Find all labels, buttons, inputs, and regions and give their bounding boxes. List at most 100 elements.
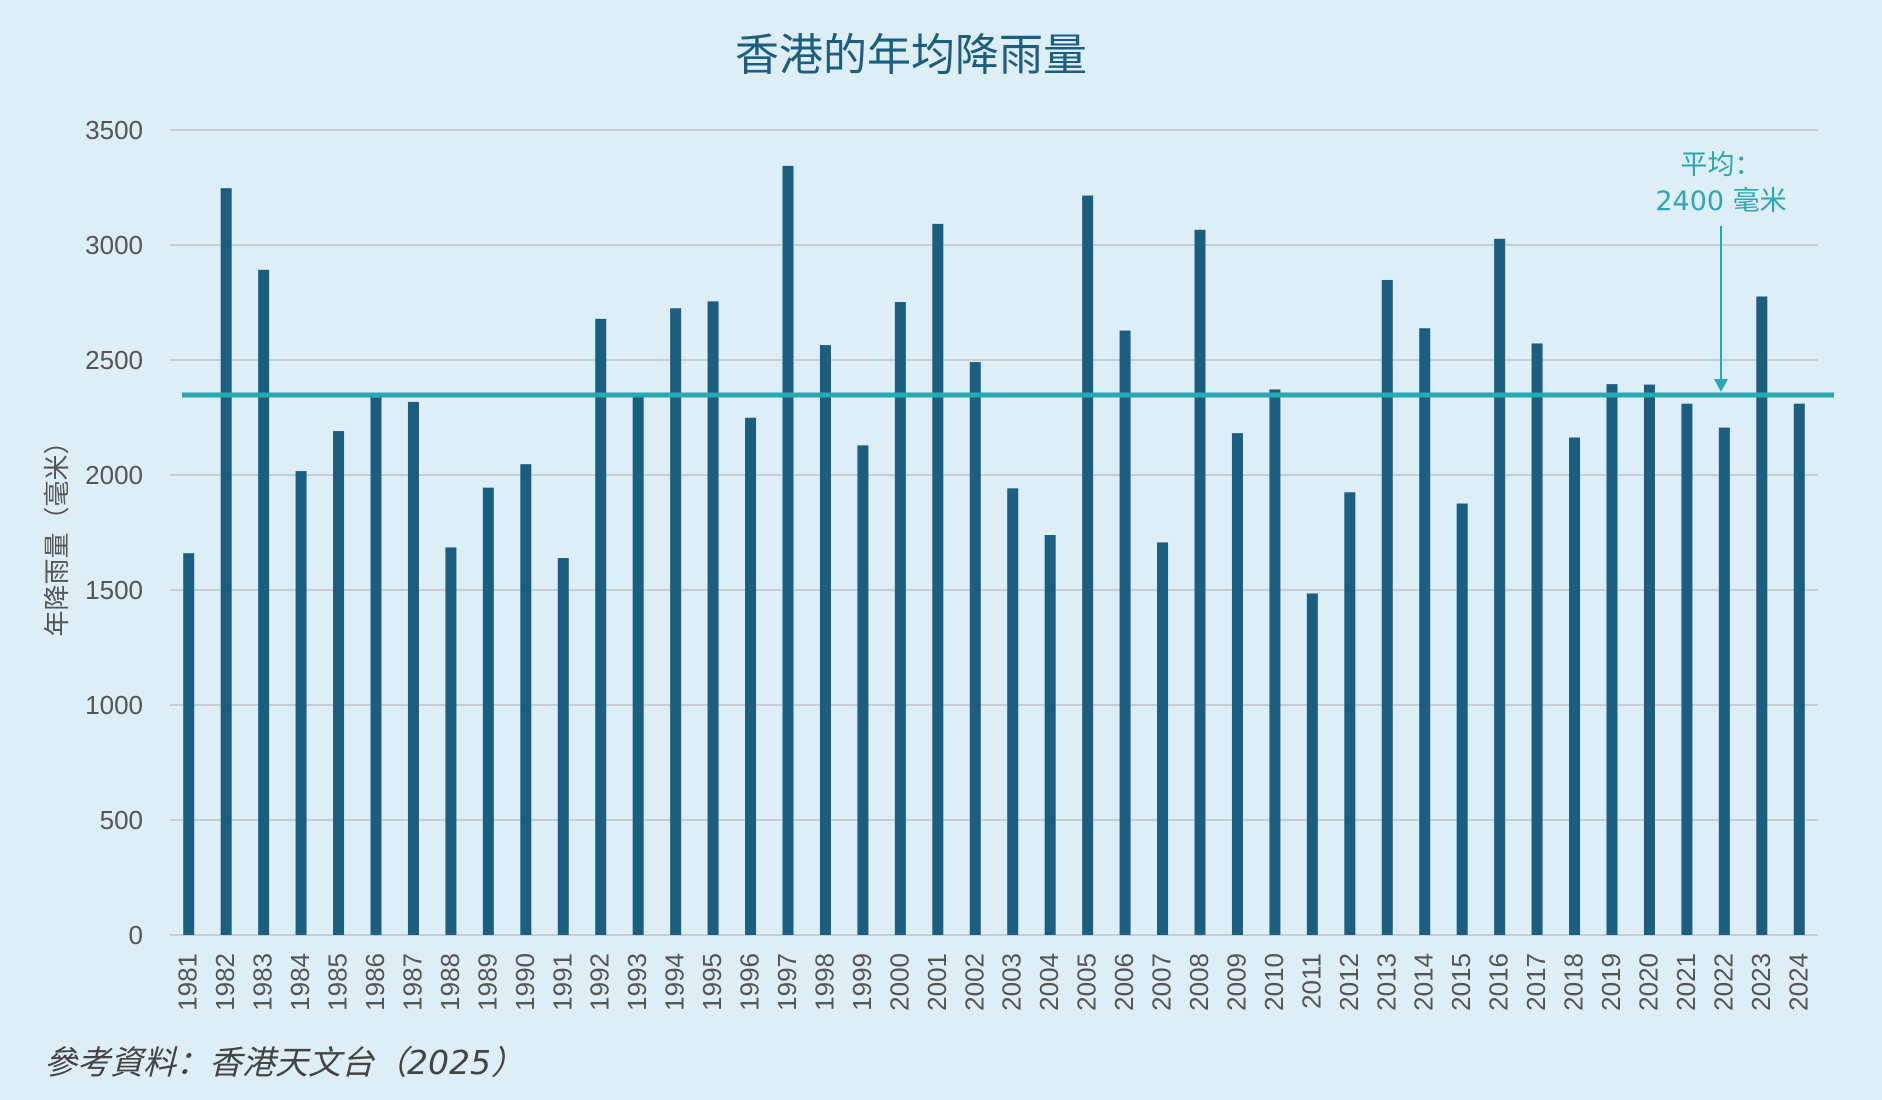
bar-2015 (1456, 503, 1468, 935)
bar-2016 (1494, 238, 1506, 936)
y-tick-label: 2000 (85, 460, 143, 490)
bar-2021 (1681, 403, 1693, 935)
bar-2010 (1269, 389, 1281, 935)
bar-1993 (632, 396, 644, 935)
x-tick-label: 1984 (285, 953, 315, 1011)
bar-2013 (1381, 279, 1393, 936)
bar-2000 (894, 302, 906, 935)
x-tick-label: 1989 (472, 953, 502, 1011)
x-tick-label: 2023 (1746, 953, 1776, 1011)
x-tick-label: 2001 (922, 953, 952, 1011)
bar-2017 (1531, 343, 1543, 935)
bar-2011 (1306, 593, 1318, 935)
y-axis-title: 年降雨量（毫米） (43, 428, 73, 636)
gridlines (170, 129, 1818, 936)
x-tick-label: 2016 (1484, 953, 1514, 1011)
bar-1992 (595, 318, 607, 936)
bar-2008 (1194, 229, 1206, 935)
x-tick-label: 2024 (1783, 953, 1813, 1011)
bar-1983 (258, 269, 270, 936)
bar-2005 (1082, 195, 1094, 936)
x-tick-label: 2012 (1334, 953, 1364, 1011)
bar-2018 (1569, 437, 1581, 935)
x-tick-labels: 1981 1982 1983 1984 1985 1986 1987 1988 1989 1990… (173, 953, 1814, 1011)
y-tick-label: 0 (129, 920, 143, 950)
bar-1982 (220, 188, 232, 935)
average-label-line2: 2400 毫米 (1655, 186, 1786, 217)
x-tick-label: 1990 (510, 953, 540, 1011)
x-tick-label: 1998 (809, 953, 839, 1011)
x-tick-label: 2000 (884, 953, 914, 1011)
average-arrowhead (1714, 379, 1728, 392)
bar-2002 (969, 362, 981, 935)
x-tick-label: 2014 (1409, 953, 1439, 1011)
x-tick-label: 1995 (697, 953, 727, 1011)
bar-1990 (520, 464, 532, 935)
bar-1984 (295, 471, 307, 935)
x-tick-label: 2018 (1559, 953, 1589, 1011)
x-tick-label: 1994 (660, 953, 690, 1011)
x-tick-label: 2015 (1446, 953, 1476, 1011)
bar-2003 (1007, 488, 1019, 935)
bar-2006 (1119, 330, 1131, 935)
x-tick-label: 2013 (1371, 953, 1401, 1011)
bar-2012 (1344, 492, 1356, 935)
bar-2024 (1793, 403, 1805, 935)
x-tick-label: 2006 (1109, 953, 1139, 1011)
bar-1991 (557, 558, 569, 935)
x-tick-label: 1999 (847, 953, 877, 1011)
y-tick-label: 500 (100, 805, 143, 835)
x-tick-label: 1985 (323, 953, 353, 1011)
y-tick-label: 3000 (85, 230, 143, 260)
bar-2020 (1643, 384, 1655, 935)
bar-1998 (819, 345, 831, 935)
x-tick-label: 2019 (1596, 953, 1626, 1011)
source-note: 參考資料：香港天文台（2025） (44, 1043, 524, 1082)
y-tick-labels: 0 500 1000 1500 2000 2500 3000 3500 (85, 115, 143, 950)
bar-1981 (183, 553, 195, 935)
x-tick-label: 2010 (1259, 953, 1289, 1011)
bar-1986 (370, 397, 382, 935)
x-tick-label: 1982 (210, 953, 240, 1011)
average-label-line1: 平均： (1681, 150, 1762, 181)
x-tick-label: 2004 (1034, 953, 1064, 1011)
x-tick-label: 2022 (1708, 953, 1738, 1011)
chart-title: 香港的年均降雨量 (735, 30, 1087, 81)
x-tick-label: 2007 (1147, 953, 1177, 1011)
x-tick-label: 2002 (959, 953, 989, 1011)
x-tick-label: 2021 (1671, 953, 1701, 1011)
x-tick-label: 1997 (772, 953, 802, 1011)
x-tick-label: 1983 (248, 953, 278, 1011)
bar-2023 (1756, 296, 1768, 935)
bar-1987 (407, 401, 419, 935)
bar-2009 (1231, 433, 1243, 935)
bar-1988 (445, 547, 457, 935)
x-tick-label: 2020 (1633, 953, 1663, 1011)
x-tick-label: 1987 (397, 953, 427, 1011)
bar-1989 (482, 487, 494, 935)
x-tick-label: 2017 (1521, 953, 1551, 1011)
x-tick-label: 2009 (1221, 953, 1251, 1011)
bar-1999 (857, 445, 869, 935)
bar-2001 (932, 223, 944, 936)
bar-2019 (1606, 384, 1618, 935)
x-tick-label: 2005 (1072, 953, 1102, 1011)
bar-1997 (782, 165, 794, 935)
y-tick-label: 3500 (85, 115, 143, 145)
y-tick-label: 1500 (85, 575, 143, 605)
x-tick-label: 2011 (1296, 953, 1326, 1009)
bar-2014 (1419, 328, 1431, 935)
x-tick-label: 1988 (435, 953, 465, 1011)
bar-2004 (1044, 535, 1056, 935)
x-tick-label: 2003 (997, 953, 1027, 1011)
bar-2022 (1718, 427, 1730, 935)
bar-1985 (333, 431, 345, 935)
x-tick-label: 1992 (585, 953, 615, 1011)
bar-1994 (670, 308, 682, 935)
x-tick-label: 1991 (547, 953, 577, 1011)
y-tick-label: 2500 (85, 345, 143, 375)
x-tick-label: 1996 (735, 953, 765, 1011)
x-tick-label: 1986 (360, 953, 390, 1011)
bars (183, 165, 1805, 936)
